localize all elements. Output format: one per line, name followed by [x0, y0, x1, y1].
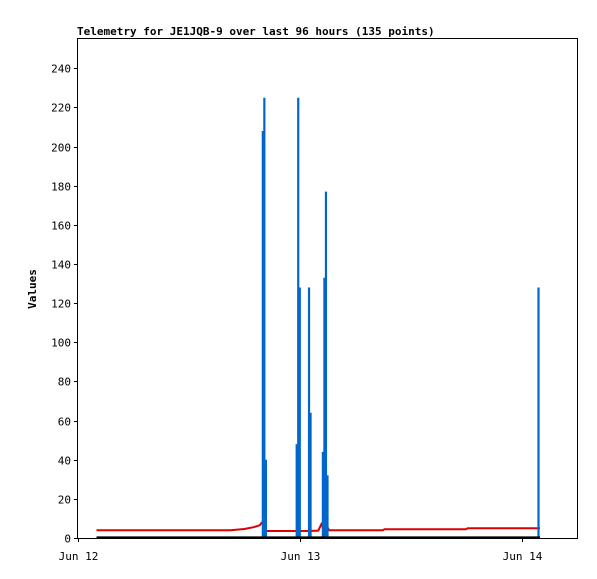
y-tick-label: 0	[64, 533, 71, 546]
series-0-line	[96, 519, 540, 532]
y-tick-label: 40	[58, 455, 71, 468]
y-tick-label: 220	[51, 102, 71, 115]
y-tick-label: 160	[51, 220, 71, 233]
chart-title: Telemetry for JE1JQB-9 over last 96 hour…	[77, 25, 435, 38]
x-axis: Jun 12 Jun 13 Jun 14	[59, 538, 543, 563]
x-tick-label: Jun 14	[503, 550, 543, 563]
y-tick-label: 80	[58, 376, 71, 389]
y-tick-label: 20	[58, 494, 71, 507]
y-tick-label: 100	[51, 337, 71, 350]
x-tick-label: Jun 13	[281, 550, 321, 563]
y-tick-label: 140	[51, 259, 71, 272]
y-axis-label: Values	[26, 269, 39, 309]
y-tick-label: 180	[51, 181, 71, 194]
plot-frame	[77, 38, 578, 539]
y-tick-label: 120	[51, 298, 71, 311]
y-tick-label: 240	[51, 63, 71, 76]
series-layer	[96, 97, 540, 539]
y-tick-label: 200	[51, 142, 71, 155]
y-tick-label: 60	[58, 416, 71, 429]
x-tick-label: Jun 12	[59, 550, 99, 563]
y-axis: 0 20 40 60 80 100 120 140 160 180 200 220 240	[51, 63, 78, 546]
